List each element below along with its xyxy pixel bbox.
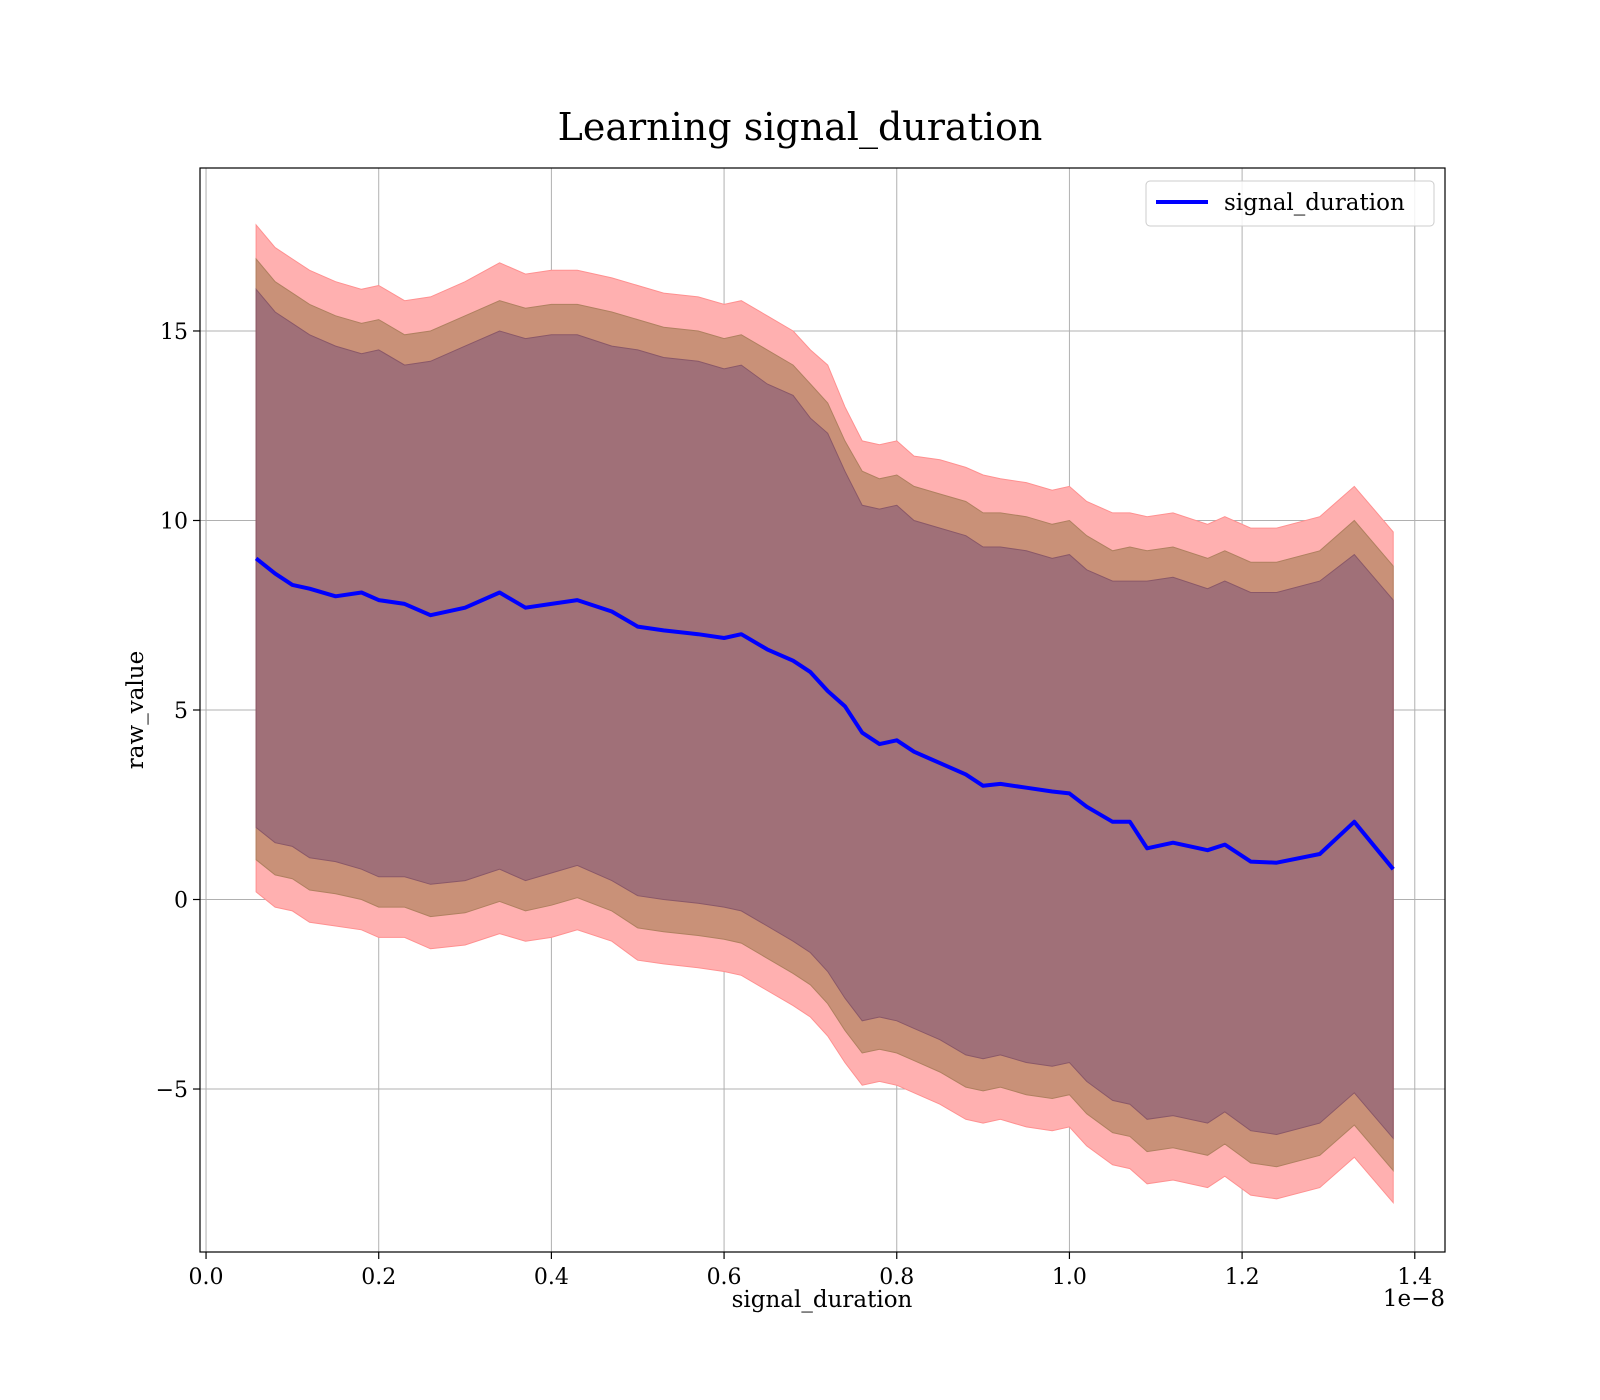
x-tick-label-6: 1.2 [1225,1265,1260,1290]
legend-label: signal_duration [1224,190,1405,216]
band-inner [255,287,1394,1140]
series-line-0 [254,556,1395,871]
y-tick-label-1: 0 [174,889,188,914]
x-axis-label: signal_duration [732,1287,913,1313]
x-axis-offset-label: 1e−8 [1383,1286,1445,1312]
y-tick-label-2: 5 [174,699,188,724]
legend: signal_duration [1145,180,1435,227]
uncertainty-bands [255,223,1394,1205]
y-tick-label-0: −5 [156,1078,188,1103]
series-lines [254,556,1395,871]
chart-title: Learning signal_duration [558,105,1043,150]
y-axis-label: raw_value [123,651,149,769]
x-axis-ticks: 0.0 0.2 0.4 0.6 0.8 1.0 1.2 1.4 [189,1252,1432,1290]
x-tick-label-5: 1.0 [1052,1265,1087,1290]
x-tick-label-0: 0.0 [189,1265,224,1290]
x-tick-label-2: 0.4 [534,1265,569,1290]
legend-box [1145,180,1435,227]
x-tick-label-7: 1.4 [1397,1265,1432,1290]
x-tick-label-1: 0.2 [361,1265,396,1290]
x-tick-label-4: 0.8 [879,1265,914,1290]
y-tick-label-3: 10 [160,509,188,534]
x-tick-label-3: 0.6 [707,1265,742,1290]
y-axis-ticks: −5 0 5 10 15 [156,320,200,1103]
y-tick-label-4: 15 [160,320,188,345]
